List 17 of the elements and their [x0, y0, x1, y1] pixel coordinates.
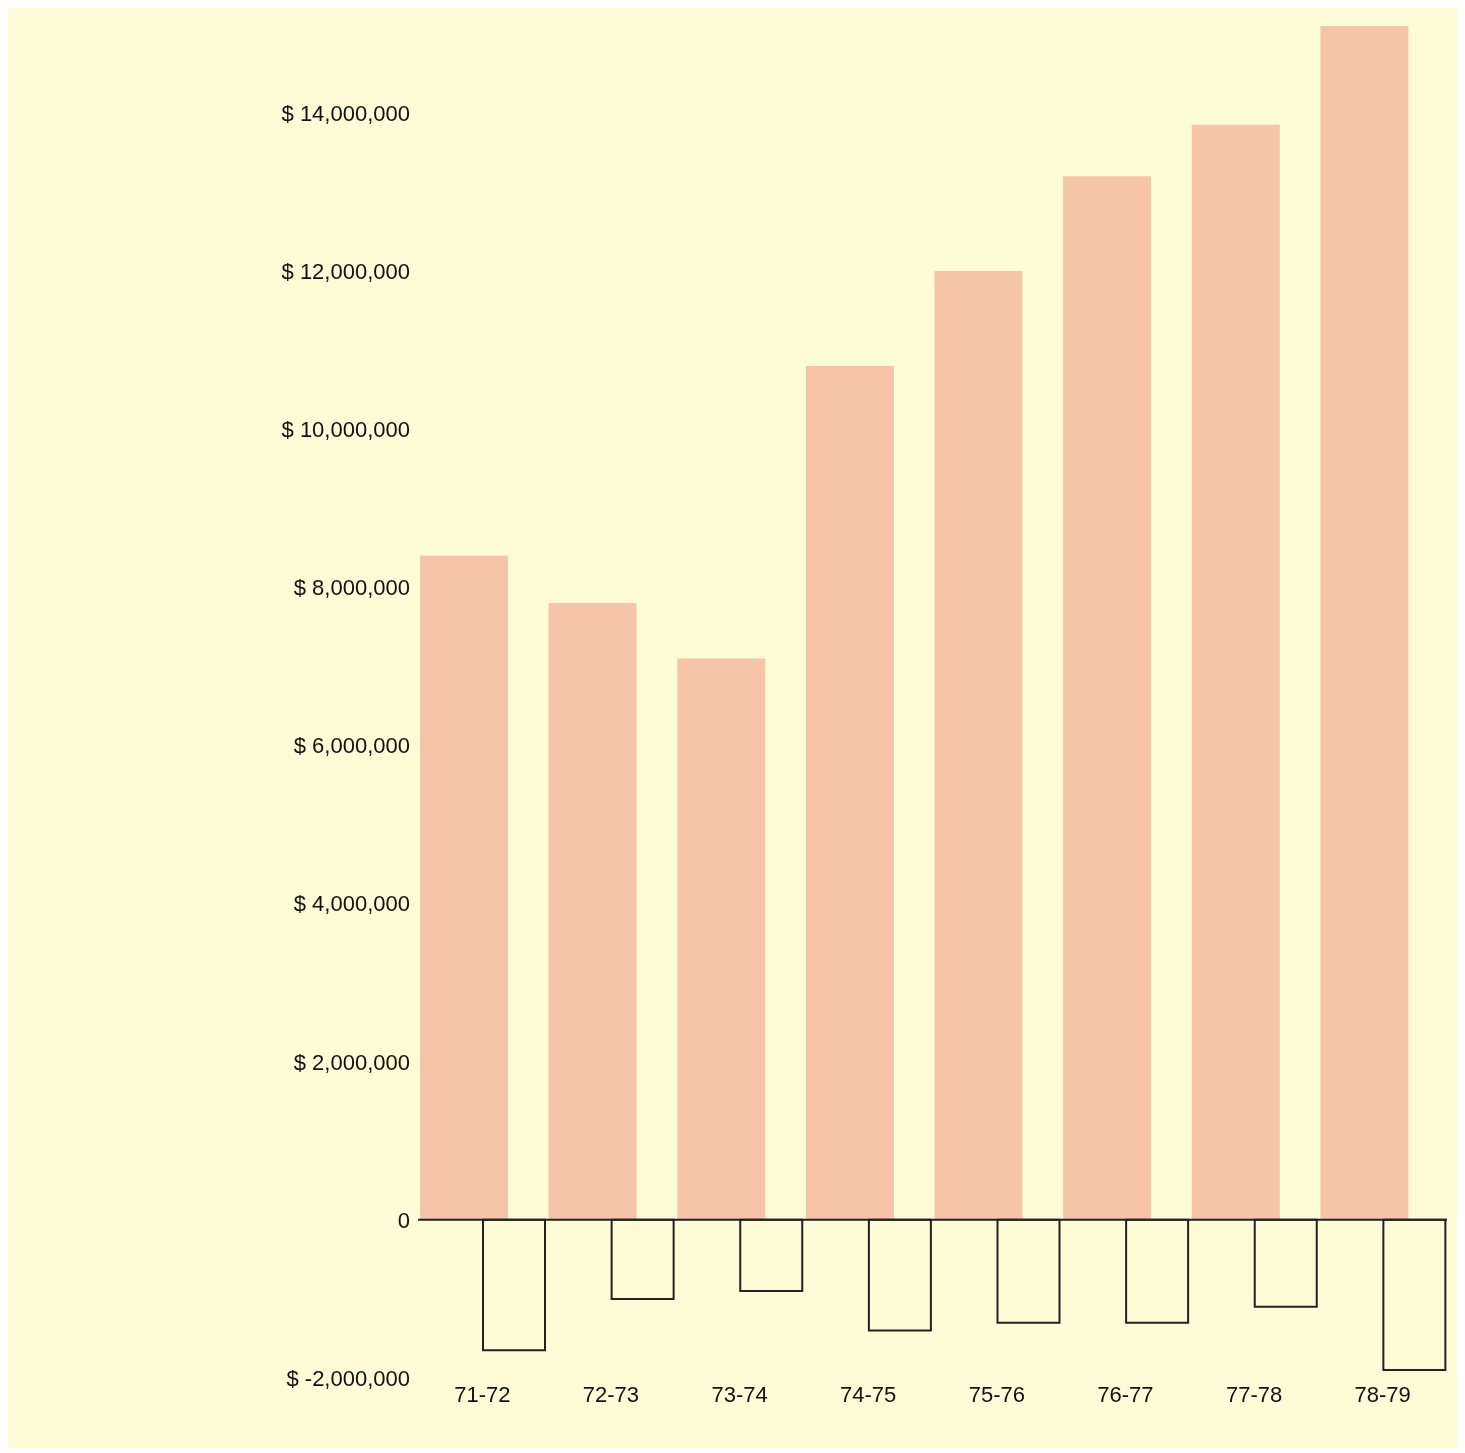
- y-tick-label: $ 8,000,000: [293, 575, 410, 601]
- y-tick-label: $ 4,000,000: [293, 891, 410, 917]
- x-tick-label: 78-79: [1354, 1381, 1411, 1407]
- y-tick-label: $ 2,000,000: [293, 1049, 410, 1075]
- y-tick-label: 0: [397, 1207, 410, 1233]
- x-tick-label: 71-72: [454, 1381, 511, 1407]
- y-tick-label: $ -2,000,000: [286, 1365, 410, 1391]
- x-tick-label: 75-76: [968, 1381, 1025, 1407]
- x-tick-label: 74-75: [840, 1381, 897, 1407]
- x-tick-label: 76-77: [1097, 1381, 1154, 1407]
- y-tick-label: $ 10,000,000: [281, 416, 410, 442]
- y-tick-label: $ 6,000,000: [293, 733, 410, 759]
- x-tick-label: 73-74: [711, 1381, 768, 1407]
- y-tick-label: $ 12,000,000: [281, 258, 410, 284]
- x-tick-label: 77-78: [1225, 1381, 1283, 1407]
- y-tick-label: $ 14,000,000: [281, 100, 410, 126]
- x-tick-label: 72-73: [582, 1381, 640, 1407]
